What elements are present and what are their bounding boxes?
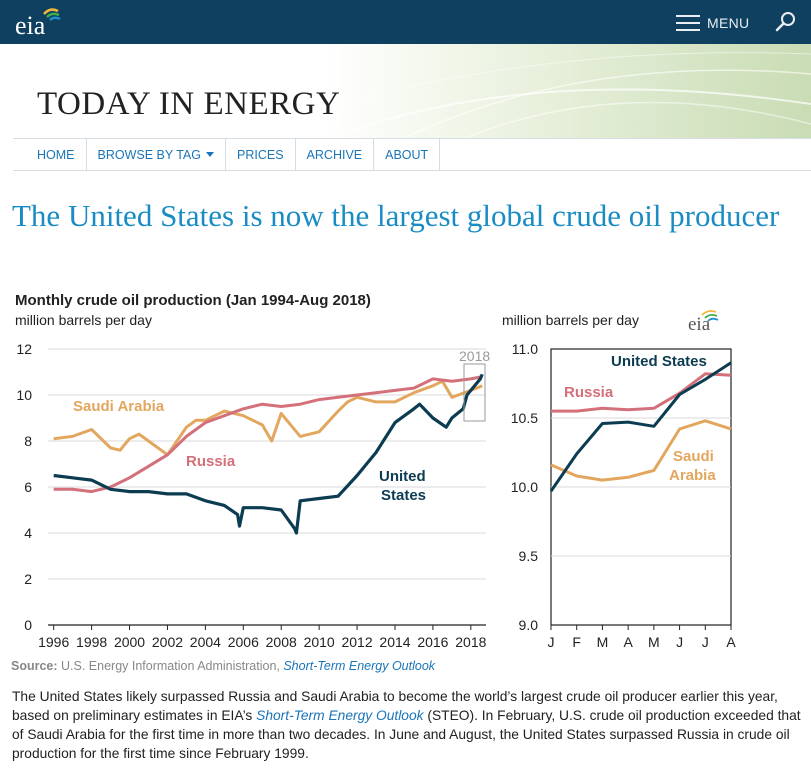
left-chart-ylabel: million barrels per day [15, 312, 152, 328]
right-series-saudi-arabia [550, 419, 732, 482]
right-y-tick-label: 10.0 [511, 479, 538, 495]
right-x-tick-label: M [648, 634, 660, 650]
nav-archive[interactable]: ARCHIVE [296, 139, 375, 170]
nav-prices[interactable]: PRICES [226, 139, 296, 170]
chart-figure: Monthly crude oil production (Jan 1994-A… [15, 292, 737, 650]
menu-label: MENU [707, 15, 750, 31]
left-x-tick-label: 1998 [76, 634, 107, 650]
right-label-us: United States [611, 353, 707, 370]
nav-home-label: HOME [37, 147, 75, 162]
left-x-tick-label: 1996 [38, 634, 69, 650]
label-us-line2: States [381, 487, 426, 504]
hamburger-icon [676, 15, 700, 31]
right-label-saudi-line2: Arabia [669, 467, 716, 484]
left-x-tick-label: 2004 [190, 634, 221, 650]
left-y-tick-label: 8 [24, 433, 32, 449]
body-part-2: (STEO). In February, U.S. crude oil prod… [12, 708, 801, 761]
left-x-tick-label: 2006 [228, 634, 259, 650]
nav-browse-by-tag[interactable]: BROWSE BY TAG [87, 139, 226, 170]
article-body: The United States likely surpassed Russi… [12, 687, 802, 763]
right-series-russia [551, 372, 732, 413]
source-label: Source: [11, 659, 58, 673]
left-x-tick-label: 2016 [417, 634, 448, 650]
left-y-tick-label: 0 [24, 617, 32, 633]
left-x-tick-label: 2002 [152, 634, 183, 650]
left-x-tick-label: 2014 [379, 634, 410, 650]
right-y-tick-label: 9.0 [519, 617, 539, 633]
banner [0, 44, 811, 140]
left-x-tick-label: 2018 [455, 634, 486, 650]
source-link[interactable]: Short-Term Energy Outlook [283, 659, 436, 673]
left-x-tick-label: 2008 [266, 634, 297, 650]
logo-text: eia [15, 11, 46, 39]
right-y-tick-label: 10.5 [511, 410, 538, 426]
right-x-tick-label: A [726, 634, 736, 650]
right-x-tick-label: A [623, 634, 633, 650]
chart-logo-text: eia [688, 314, 711, 335]
annotation-2018: 2018 [459, 348, 490, 364]
right-x-tick-label: F [572, 634, 581, 650]
right-label-saudi-line1: Saudi [673, 448, 714, 465]
left-x-tick-label: 2000 [114, 634, 145, 650]
article-headline: The United States is now the largest glo… [12, 198, 780, 233]
nav-archive-label: ARCHIVE [306, 147, 363, 162]
right-x-tick-label: J [548, 634, 555, 650]
chart-eia-logo: eia [688, 310, 719, 335]
left-chart-grid [48, 348, 486, 626]
right-chart-ylabel: million barrels per day [502, 312, 639, 328]
left-chart-ticks: 0 2 4 6 8 10 12 1996 1998 2000 2002 2004 2006 2008 201… [16, 341, 486, 650]
left-series-russia [53, 375, 483, 494]
menu-button[interactable]: MENU [676, 12, 749, 34]
banner-decoration [340, 52, 811, 140]
left-x-tick-label: 2012 [341, 634, 372, 650]
left-series-saudi-arabia [53, 379, 483, 457]
left-chart-title: Monthly crude oil production (Jan 1994-A… [15, 292, 371, 309]
label-saudi-arabia: Saudi Arabia [73, 398, 165, 415]
left-y-tick-label: 6 [24, 479, 32, 495]
right-y-tick-label: 11.0 [512, 341, 538, 357]
nav-about-label: ABOUT [385, 147, 429, 162]
brand-title[interactable]: TODAY IN ENERGY [37, 86, 341, 122]
body-part-1: The United States likely surpassed Russi… [12, 689, 778, 723]
nav-about[interactable]: ABOUT [374, 139, 441, 170]
search-icon[interactable] [775, 10, 797, 32]
right-x-tick-label: J [676, 634, 683, 650]
source-text: U.S. Energy Information Administration, [57, 659, 284, 673]
caret-down-icon [206, 152, 214, 157]
eia-logo[interactable]: eia [14, 5, 64, 39]
left-y-tick-label: 2 [24, 571, 32, 587]
label-us-line1: United [379, 468, 426, 485]
nav-home[interactable]: HOME [13, 139, 87, 170]
left-y-tick-label: 12 [16, 341, 32, 357]
left-y-tick-label: 4 [24, 525, 32, 541]
label-russia: Russia [186, 453, 236, 470]
left-x-tick-label: 2010 [304, 634, 335, 650]
nav-prices-label: PRICES [237, 147, 284, 162]
right-x-tick-label: M [597, 634, 609, 650]
left-y-tick-label: 10 [16, 387, 32, 403]
left-series-united-states [53, 373, 484, 535]
right-chart-lines [549, 361, 732, 492]
nav-browse-label: BROWSE BY TAG [97, 147, 202, 162]
top-bar: eia MENU [0, 0, 811, 44]
right-chart-ticks: 9.09.510.010.511.0J F M A M J J A [511, 341, 737, 650]
left-chart-lines [53, 373, 484, 535]
right-x-tick-label: J [702, 634, 709, 650]
right-y-tick-label: 9.5 [519, 548, 539, 564]
right-chart-grid [551, 417, 731, 557]
highlight-box-2018 [463, 363, 486, 422]
right-label-russia: Russia [564, 384, 614, 401]
chart-source: Source: U.S. Energy Information Administ… [11, 659, 435, 673]
right-series-united-states [549, 361, 732, 492]
steo-link[interactable]: Short-Term Energy Outlook [256, 708, 424, 723]
main-nav: HOME BROWSE BY TAG PRICES ARCHIVE ABOUT [13, 138, 811, 171]
